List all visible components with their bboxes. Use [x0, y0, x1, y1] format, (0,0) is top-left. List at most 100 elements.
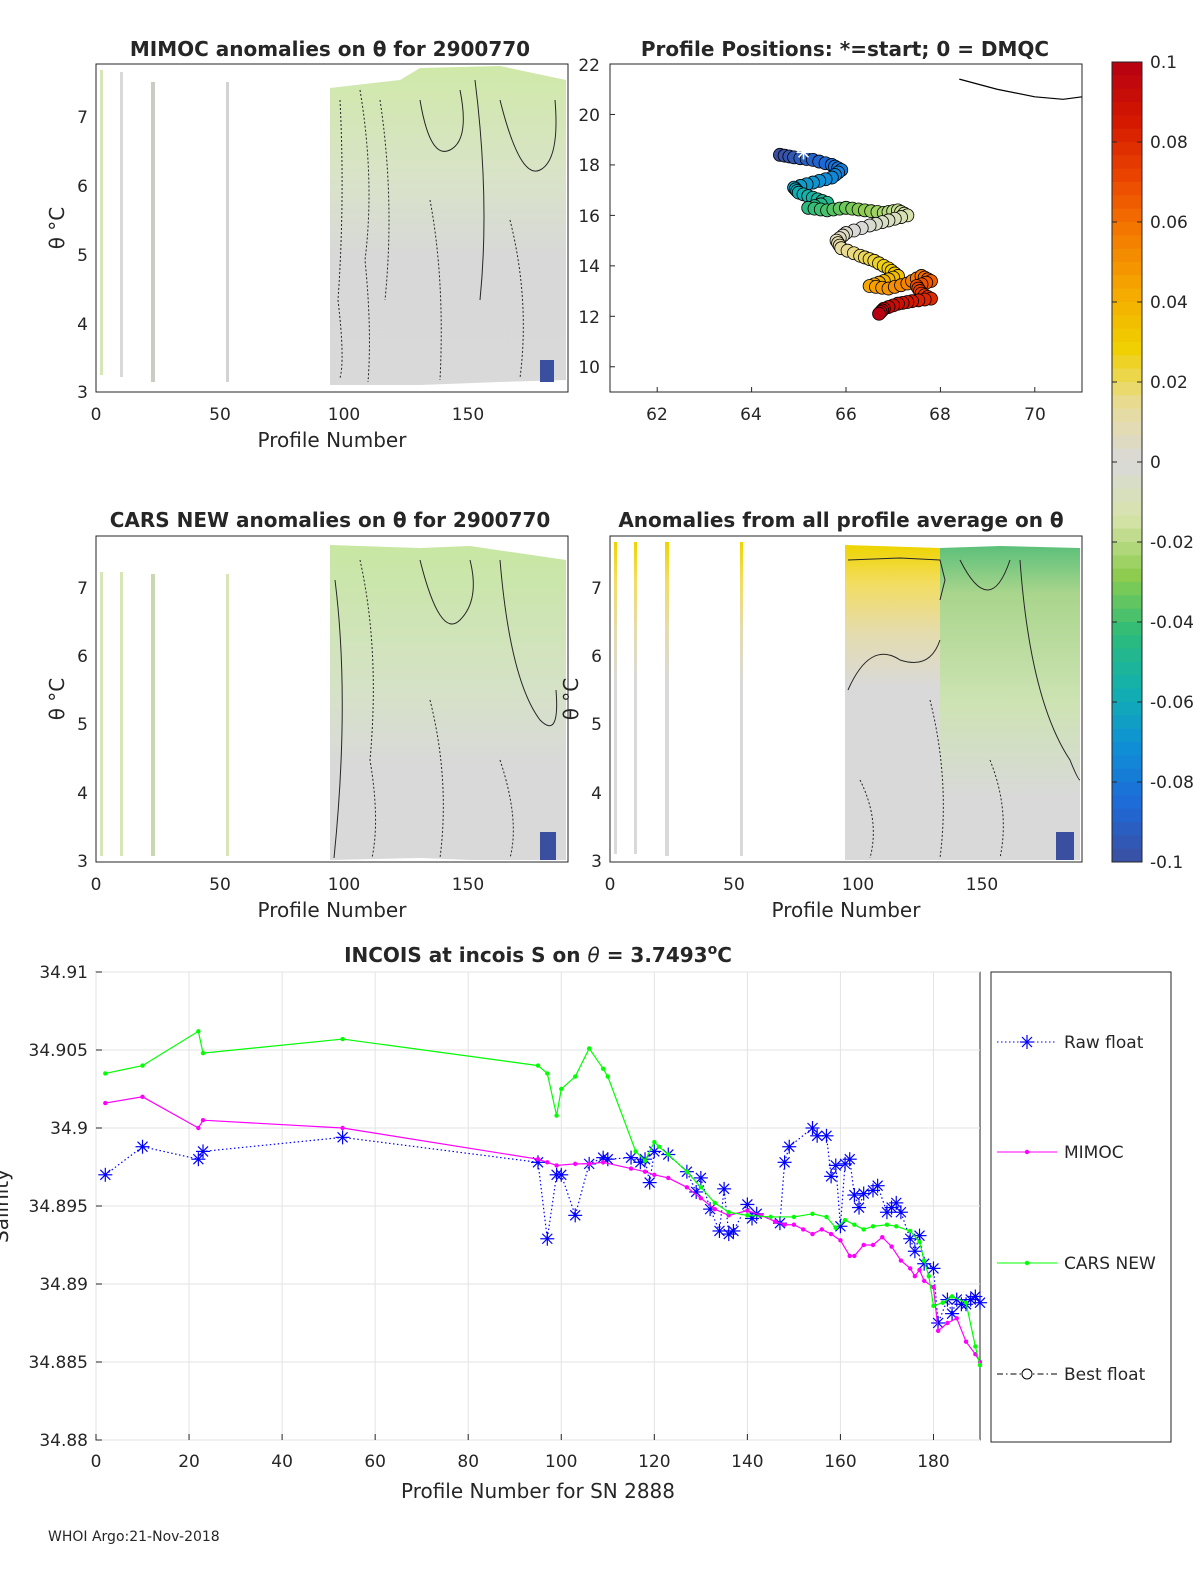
mimoc-title: MIMOC anomalies on θ for 2900770 [130, 37, 530, 61]
raw-float-point-stroke [555, 1169, 567, 1181]
raw-float-point [693, 1170, 708, 1185]
cars-ytick: 5 [77, 715, 88, 735]
raw-float-point-stroke [337, 1131, 349, 1143]
cars-panel: CARS NEW anomalies on θ for 2900770 3 4 … [45, 508, 569, 922]
raw-float-point-stroke [704, 1203, 716, 1215]
cars-new-point [545, 1071, 550, 1076]
raw-float-point-stroke [779, 1156, 791, 1168]
cars-new-point [833, 1225, 838, 1231]
positions-ytick: 22 [578, 56, 600, 76]
positions-ytick: 18 [578, 156, 600, 176]
cars-xlabel: Profile Number [258, 898, 408, 922]
colorbar-block [1112, 262, 1142, 276]
mimoc-point [712, 1206, 717, 1212]
positions-ytick: 10 [578, 358, 600, 378]
colorbar: 0.1 0.08 0.06 0.04 0.02 0 -0.02 -0.04 -0.06 -0.08… [1111, 53, 1194, 873]
cars-xtick: 150 [452, 875, 484, 895]
cars-yticks: 3 4 5 6 7 [77, 579, 88, 872]
colorbar-block [1112, 502, 1142, 516]
raw-float-point-stroke [714, 1225, 725, 1237]
cars-new-point [810, 1211, 815, 1217]
mimoc-field [100, 66, 566, 385]
raw-float-point-stroke [137, 1141, 148, 1153]
raw-float-point-stroke [844, 1153, 856, 1165]
allavg-xlabel: Profile Number [772, 898, 922, 922]
cars-new-point [940, 1300, 945, 1305]
colorbar-block [1112, 715, 1142, 730]
legend-raw-label: Raw float [1064, 1033, 1144, 1053]
colorbar-block [1112, 462, 1142, 476]
colorbar-block [1112, 755, 1142, 770]
incois-ytick-label: 34.9 [50, 1119, 88, 1139]
colorbar-block [1112, 275, 1142, 290]
raw-float-point-stroke [783, 1141, 795, 1153]
colorbar-block [1112, 448, 1142, 463]
mimoc-point [898, 1258, 904, 1263]
mimoc-point [852, 1253, 857, 1259]
mimoc-point [954, 1316, 959, 1321]
allavg-xtick: 100 [842, 875, 874, 895]
raw-float-point-stroke [918, 1258, 930, 1270]
allavg-ytick: 5 [591, 715, 602, 735]
colorbar-block [1112, 675, 1142, 690]
allavg-ytick: 7 [591, 579, 602, 599]
mimoc-ytick: 6 [77, 177, 88, 197]
colorbar-block [1112, 248, 1142, 263]
mimoc-point [628, 1166, 634, 1171]
mimoc-point [196, 1125, 201, 1131]
positions-title: Profile Positions: *=start; 0 = DMQC [641, 37, 1049, 61]
colorbar-block [1112, 635, 1142, 650]
raw-float-point-stroke [821, 1130, 832, 1142]
cars-new-point [861, 1227, 866, 1232]
colorbar-block [1112, 822, 1142, 836]
mimoc-xlabel: Profile Number [258, 428, 408, 452]
colorbar-tick-label: 0 [1150, 453, 1161, 473]
colorbar-block [1112, 408, 1142, 423]
raw-float-point-stroke [541, 1233, 553, 1245]
mimoc-point [828, 1231, 834, 1237]
mimoc-xticks: 0 50 100 150 [91, 405, 485, 425]
raw-float-point-stroke [834, 1220, 846, 1232]
positions-xtick: 68 [929, 405, 951, 425]
raw-float-point-stroke [946, 1308, 958, 1320]
mimoc-point [726, 1213, 731, 1218]
cars-ytick: 3 [77, 852, 88, 872]
allavg-ytick: 6 [591, 647, 602, 667]
mimoc-point [861, 1242, 866, 1248]
raw-float-point-stroke [909, 1245, 921, 1257]
raw-float-point [852, 1200, 867, 1215]
incois-xtick-label: 80 [457, 1452, 479, 1472]
cars-new-point [605, 1074, 610, 1079]
mimoc-point [880, 1235, 885, 1240]
raw-float-point-stroke [848, 1189, 860, 1201]
incois-marks [98, 1029, 987, 1368]
cars-new-point [921, 1258, 927, 1263]
legend-cars-marker [1024, 1260, 1030, 1266]
raw-float-point [907, 1244, 922, 1259]
cars-new-point [768, 1214, 773, 1220]
raw-float-point [819, 1128, 834, 1143]
mimoc-point [912, 1274, 918, 1279]
colorbar-tick-label: -0.1 [1150, 853, 1183, 873]
raw-float-point [540, 1231, 555, 1246]
legend-best-label: Best float [1064, 1365, 1146, 1385]
raw-float-point [135, 1139, 150, 1154]
colorbar-block [1112, 702, 1142, 716]
mimoc-point [698, 1196, 704, 1201]
mimoc-point [908, 1266, 913, 1271]
cars-new-point [712, 1200, 717, 1206]
incois-xtick-label: 0 [91, 1452, 102, 1472]
raw-float-point-stroke [830, 1160, 842, 1171]
colorbar-block [1112, 168, 1142, 183]
mimoc-point [791, 1222, 797, 1227]
mimoc-point [666, 1175, 671, 1181]
cars-new-point [926, 1274, 932, 1279]
incois-ytick-label: 34.885 [29, 1353, 88, 1373]
incois-ticks: 0 20 40 60 80 100 120 140 160 180 34.91 34.905 34.9 3… [29, 963, 950, 1472]
raw-float-point [903, 1231, 918, 1246]
cars-ytick: 4 [77, 784, 88, 804]
raw-float-point-stroke [197, 1145, 209, 1157]
colorbar-tick-label: -0.04 [1150, 613, 1194, 633]
mimoc-point [340, 1125, 345, 1131]
